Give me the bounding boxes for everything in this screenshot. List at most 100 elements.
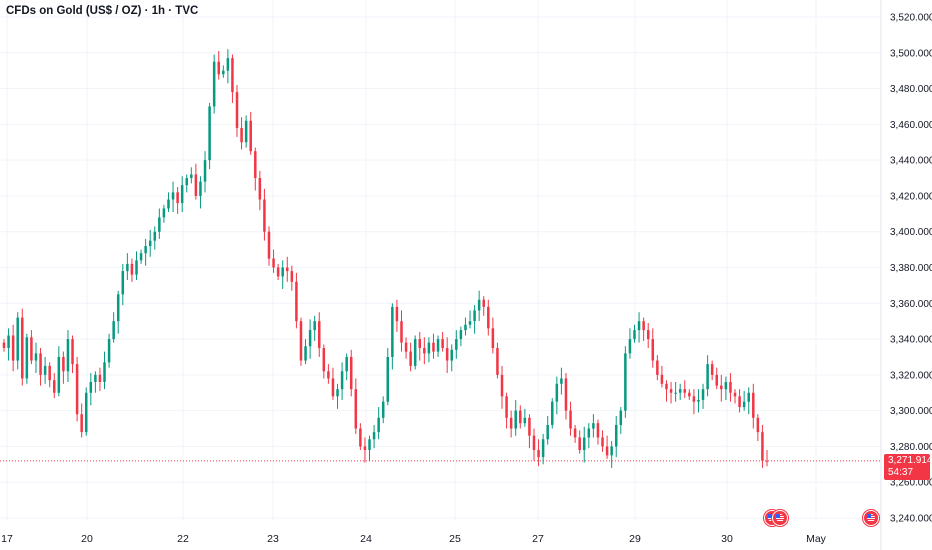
candle xyxy=(281,260,284,289)
y-tick-label: 3,400.000 xyxy=(890,227,932,238)
candle xyxy=(432,333,435,359)
candle xyxy=(423,337,426,365)
candle xyxy=(674,382,677,402)
candle xyxy=(112,312,115,343)
candle xyxy=(43,356,47,384)
us-flag-icon[interactable] xyxy=(863,510,879,526)
candle xyxy=(363,437,367,463)
candle xyxy=(368,435,371,461)
candle xyxy=(665,380,668,402)
candle xyxy=(94,371,97,393)
candle xyxy=(546,416,549,445)
x-tick-label: 17 xyxy=(1,533,13,545)
candle xyxy=(203,151,207,193)
candle xyxy=(217,50,220,80)
candle xyxy=(391,303,394,370)
x-tick-label: 25 xyxy=(449,533,461,545)
candle xyxy=(144,238,147,266)
candle xyxy=(286,256,289,282)
candle xyxy=(551,398,554,429)
chart-title: CFDs on Gold (US$ / OZ) · 1h · TVC xyxy=(6,5,199,17)
candle xyxy=(756,414,760,442)
candle xyxy=(482,296,485,316)
candle xyxy=(395,299,399,332)
candle xyxy=(619,407,623,434)
time-axis[interactable]: 17 20 22 23 24 25 27 29 30 May xyxy=(1,533,827,545)
candle xyxy=(569,401,572,436)
candle xyxy=(34,342,38,374)
candle xyxy=(30,330,33,365)
candle xyxy=(80,403,83,438)
candle xyxy=(436,335,440,357)
candle xyxy=(7,328,10,361)
candle xyxy=(413,335,417,370)
candle xyxy=(459,326,463,347)
candle xyxy=(126,253,129,281)
x-tick-label: 23 xyxy=(267,533,279,545)
candle xyxy=(276,263,280,281)
candle xyxy=(633,324,636,343)
candle xyxy=(208,102,211,170)
y-tick-label: 3,460.000 xyxy=(890,120,932,131)
candle xyxy=(25,333,29,384)
candle xyxy=(381,396,385,424)
candle-series xyxy=(2,49,769,468)
candle xyxy=(578,430,581,454)
candle xyxy=(669,382,673,404)
candle xyxy=(16,312,19,370)
x-tick-label: 29 xyxy=(629,533,641,545)
candle xyxy=(605,435,609,459)
y-tick-label: 3,360.000 xyxy=(890,299,932,310)
candle xyxy=(121,263,125,306)
candle xyxy=(267,226,271,266)
candle xyxy=(194,163,198,200)
candle xyxy=(263,188,266,241)
y-tick-label: 3,240.000 xyxy=(890,514,932,525)
candle xyxy=(560,367,563,395)
price-axis[interactable]: 3,240.000 3,260.000 3,280.000 3,300.000 3,32… xyxy=(880,0,932,550)
candle xyxy=(610,441,613,468)
candle xyxy=(729,373,732,402)
candle xyxy=(167,192,170,213)
candle xyxy=(244,115,248,148)
candle xyxy=(176,186,179,214)
candle xyxy=(688,389,691,400)
candle xyxy=(765,450,769,467)
candle xyxy=(514,399,517,436)
candle xyxy=(541,433,545,465)
y-tick-label: 3,380.000 xyxy=(890,263,932,274)
candle xyxy=(377,407,380,440)
candle xyxy=(455,330,458,359)
y-tick-label: 3,280.000 xyxy=(890,442,932,453)
candle xyxy=(418,331,422,361)
candle xyxy=(317,312,321,357)
us-flag-icon[interactable] xyxy=(772,510,788,526)
candle xyxy=(48,362,51,388)
candle xyxy=(582,426,586,463)
candle xyxy=(372,424,376,449)
candle xyxy=(359,423,362,451)
candle xyxy=(222,65,225,78)
candle xyxy=(327,364,330,384)
last-price-value: 3,271.914 xyxy=(888,454,932,466)
candle xyxy=(642,317,645,341)
candle xyxy=(331,367,335,400)
candle xyxy=(733,389,737,404)
candle xyxy=(701,383,705,409)
candle xyxy=(596,419,600,445)
y-tick-label: 3,480.000 xyxy=(890,84,932,95)
y-tick-label: 3,340.000 xyxy=(890,335,932,346)
candle xyxy=(308,319,312,359)
candle xyxy=(496,342,499,379)
candle xyxy=(660,365,664,388)
y-tick-label: 3,500.000 xyxy=(890,48,932,59)
candle xyxy=(345,353,348,381)
candle xyxy=(349,349,353,397)
candle xyxy=(295,272,298,329)
candle xyxy=(190,167,193,184)
candle xyxy=(624,346,627,418)
candle xyxy=(742,390,746,411)
candle xyxy=(89,373,93,406)
candle xyxy=(404,337,408,359)
